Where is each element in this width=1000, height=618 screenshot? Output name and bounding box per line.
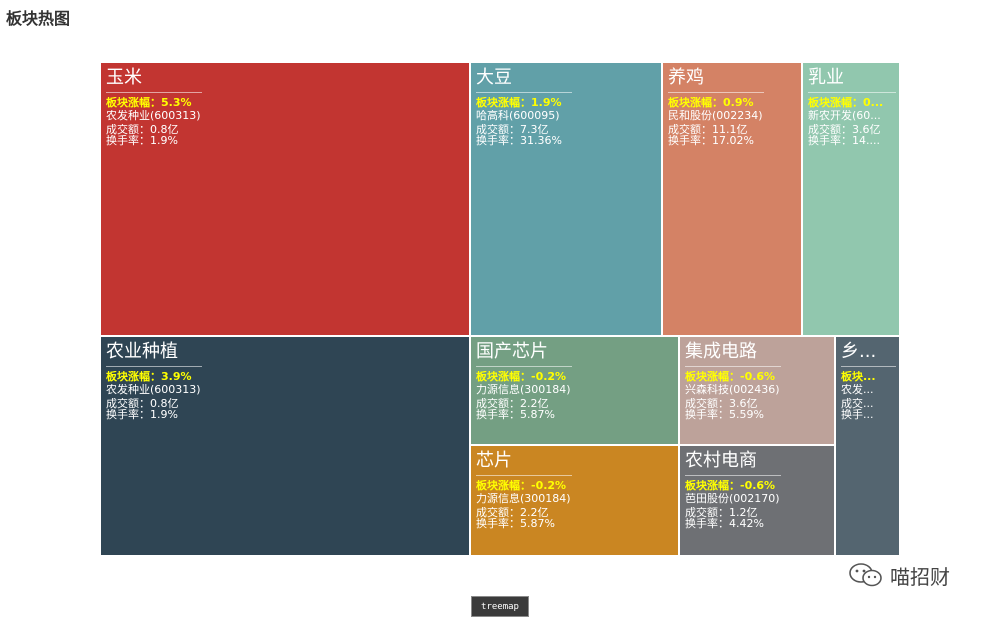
tile-change: 板块涨幅：0... bbox=[808, 97, 884, 109]
tile-change: 板块涨幅：3.9% bbox=[106, 371, 192, 383]
tile-name: 农村电商 bbox=[685, 449, 781, 476]
treemap-tile[interactable]: 乡... 板块... 农发... 成交... 换手... bbox=[835, 336, 900, 556]
treemap-tile[interactable]: 国产芯片板块涨幅：-0.2% 力源信息(300184) 成交额：2.2亿 换手率：5.… bbox=[470, 336, 679, 445]
treemap-tile[interactable]: 乳业板块涨幅：0... 新农开发(60... 成交额：3.6亿 换手率：14.... bbox=[802, 62, 900, 336]
tile-turnover: 成交额：3.6亿 bbox=[808, 124, 881, 135]
tile-turnover: 成交额：3.6亿 bbox=[685, 398, 758, 409]
tile-turnover-rate: 换手率：4.42% bbox=[685, 518, 764, 529]
tile-name: 农业种植 bbox=[106, 340, 202, 367]
tile-stock: 兴森科技(002436) bbox=[685, 384, 780, 396]
tile-turnover: 成交额：1.2亿 bbox=[685, 507, 758, 518]
tile-change: 板块涨幅：-0.6% bbox=[685, 480, 776, 492]
tile-turnover-rate: 换手率：5.87% bbox=[476, 518, 555, 529]
tile-turnover-rate: 换手率：31.36% bbox=[476, 135, 562, 146]
tile-label-group: 玉米板块涨幅：5.3% 农发种业(600313) 成交额：0.8亿 换手率：1.9% bbox=[106, 66, 466, 146]
tile-stock: 力源信息(300184) bbox=[476, 493, 571, 505]
tile-label-group: 养鸡板块涨幅：0.9% 民和股份(002234) 成交额：11.1亿 换手率：17.0… bbox=[668, 66, 798, 146]
tile-stock: 农发种业(600313) bbox=[106, 384, 201, 396]
treemap-tile[interactable]: 芯片板块涨幅：-0.2% 力源信息(300184) 成交额：2.2亿 换手率：5.87… bbox=[470, 445, 679, 556]
tile-label-group: 农村电商板块涨幅：-0.6% 芭田股份(002170) 成交额：1.2亿 换手率：4.… bbox=[685, 449, 831, 529]
tile-stock: 力源信息(300184) bbox=[476, 384, 571, 396]
tile-turnover: 成交额：0.8亿 bbox=[106, 398, 179, 409]
tile-change: 板块涨幅：0.9% bbox=[668, 97, 754, 109]
treemap-button[interactable]: treemap bbox=[471, 596, 529, 617]
treemap-tile[interactable]: 农村电商板块涨幅：-0.6% 芭田股份(002170) 成交额：1.2亿 换手率：4.… bbox=[679, 445, 835, 556]
wechat-icon bbox=[849, 563, 882, 587]
treemap-tile[interactable]: 农业种植板块涨幅：3.9% 农发种业(600313) 成交额：0.8亿 换手率：1.9… bbox=[100, 336, 470, 556]
tile-change: 板块... bbox=[841, 371, 876, 383]
tile-turnover-rate: 换手率：1.9% bbox=[106, 135, 178, 146]
tile-stock: 芭田股份(002170) bbox=[685, 493, 780, 505]
tile-label-group: 农业种植板块涨幅：3.9% 农发种业(600313) 成交额：0.8亿 换手率：1.9… bbox=[106, 340, 466, 420]
page-title: 板块热图 bbox=[6, 9, 71, 28]
tile-label-group: 乡... 板块... 农发... 成交... 换手... bbox=[841, 340, 896, 420]
tile-name: 集成电路 bbox=[685, 340, 781, 367]
watermark-text: 喵招财 bbox=[890, 564, 950, 589]
tile-turnover-rate: 换手... bbox=[841, 409, 874, 420]
tile-stock: 新农开发(60... bbox=[808, 110, 881, 122]
tile-turnover: 成交额：2.2亿 bbox=[476, 398, 549, 409]
tile-turnover-rate: 换手率：5.87% bbox=[476, 409, 555, 420]
tile-turnover-rate: 换手率：14.... bbox=[808, 135, 880, 146]
treemap-tile[interactable]: 集成电路板块涨幅：-0.6% 兴森科技(002436) 成交额：3.6亿 换手率：5.… bbox=[679, 336, 835, 445]
tile-change: 板块涨幅：-0.2% bbox=[476, 480, 567, 492]
tile-turnover: 成交额：11.1亿 bbox=[668, 124, 748, 135]
tile-label-group: 芯片板块涨幅：-0.2% 力源信息(300184) 成交额：2.2亿 换手率：5.87… bbox=[476, 449, 675, 529]
tile-turnover: 成交... bbox=[841, 398, 874, 409]
watermark: 喵招财 bbox=[848, 560, 950, 590]
tile-change: 板块涨幅：1.9% bbox=[476, 97, 562, 109]
tile-stock: 民和股份(002234) bbox=[668, 110, 763, 122]
treemap-tile[interactable]: 玉米板块涨幅：5.3% 农发种业(600313) 成交额：0.8亿 换手率：1.9% bbox=[100, 62, 470, 336]
tile-name: 乡... bbox=[841, 340, 896, 367]
tile-turnover: 成交额：2.2亿 bbox=[476, 507, 549, 518]
tile-label-group: 国产芯片板块涨幅：-0.2% 力源信息(300184) 成交额：2.2亿 换手率：5.… bbox=[476, 340, 675, 420]
treemap-tile[interactable]: 养鸡板块涨幅：0.9% 民和股份(002234) 成交额：11.1亿 换手率：17.0… bbox=[662, 62, 802, 336]
treemap-chart: 玉米 板块涨幅：5.3% 农发种业(600313) 成交额：0.8亿 换手率：1.9% 大… bbox=[100, 62, 900, 556]
tile-turnover: 成交额：0.8亿 bbox=[106, 124, 179, 135]
tile-name: 大豆 bbox=[476, 66, 572, 93]
tile-label-group: 乳业板块涨幅：0... 新农开发(60... 成交额：3.6亿 换手率：14.... bbox=[808, 66, 896, 146]
tile-label-group: 集成电路板块涨幅：-0.6% 兴森科技(002436) 成交额：3.6亿 换手率：5.… bbox=[685, 340, 831, 420]
tile-stock: 哈高科(600095) bbox=[476, 110, 560, 122]
tile-turnover-rate: 换手率：5.59% bbox=[685, 409, 764, 420]
tile-turnover: 成交额：7.3亿 bbox=[476, 124, 549, 135]
tile-turnover-rate: 换手率：17.02% bbox=[668, 135, 754, 146]
treemap-tile[interactable]: 大豆板块涨幅：1.9% 哈高科(600095) 成交额：7.3亿 换手率：31.36% bbox=[470, 62, 662, 336]
tile-name: 玉米 bbox=[106, 66, 202, 93]
tile-name: 国产芯片 bbox=[476, 340, 572, 367]
tile-change: 板块涨幅：5.3% bbox=[106, 97, 192, 109]
tile-change: 板块涨幅：-0.6% bbox=[685, 371, 776, 383]
tile-label-group: 大豆板块涨幅：1.9% 哈高科(600095) 成交额：7.3亿 换手率：31.36% bbox=[476, 66, 658, 146]
tile-stock: 农发... bbox=[841, 384, 874, 396]
tile-name: 芯片 bbox=[476, 449, 572, 476]
tile-change: 板块涨幅：-0.2% bbox=[476, 371, 567, 383]
tile-name: 乳业 bbox=[808, 66, 896, 93]
tile-name: 养鸡 bbox=[668, 66, 764, 93]
tile-turnover-rate: 换手率：1.9% bbox=[106, 409, 178, 420]
tile-stock: 农发种业(600313) bbox=[106, 110, 201, 122]
